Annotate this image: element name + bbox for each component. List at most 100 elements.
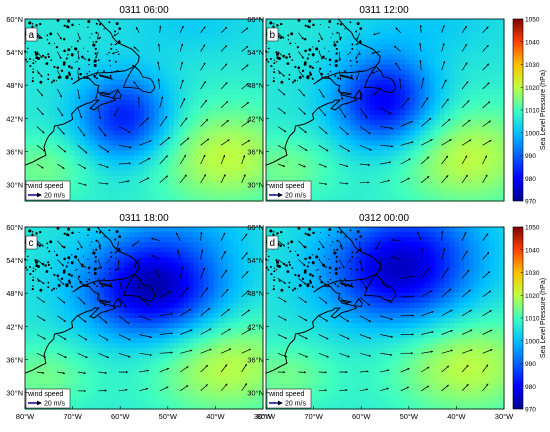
pressure-cell — [414, 94, 421, 101]
pressure-cell — [300, 24, 307, 30]
pressure-cell — [34, 94, 41, 101]
pressure-cell — [459, 155, 465, 162]
pressure-cell — [163, 165, 170, 172]
wind-arrow — [36, 145, 46, 152]
pressure-cell — [484, 145, 490, 152]
pressure-cell — [434, 110, 441, 116]
pressure-cell — [414, 104, 421, 111]
pressure-cell — [148, 242, 155, 248]
pressure-cell — [99, 115, 105, 121]
pressure-cell — [139, 69, 145, 76]
pressure-cell — [124, 135, 130, 141]
pressure-cell — [345, 145, 351, 152]
lake-mark — [338, 59, 341, 61]
pressure-cell — [439, 79, 446, 86]
pressure-cell — [223, 64, 229, 71]
pressure-cell — [148, 24, 155, 30]
pressure-cell — [124, 69, 130, 76]
pressure-cell — [330, 125, 337, 131]
pressure-cell — [158, 328, 165, 334]
pressure-cell — [144, 195, 150, 202]
pressure-cell — [119, 393, 125, 400]
pressure-cell — [29, 175, 36, 182]
pressure-cell — [439, 69, 446, 76]
y-tick-label: 48°N — [6, 81, 23, 90]
pressure-cell — [444, 175, 451, 182]
pressure-cell — [315, 94, 322, 101]
pressure-cell — [183, 165, 190, 172]
pressure-cell — [44, 267, 51, 274]
pressure-cell — [163, 39, 170, 45]
pressure-cell — [228, 165, 234, 172]
pressure-cell — [325, 185, 332, 192]
pressure-cell — [360, 54, 366, 61]
pressure-cell — [89, 170, 96, 177]
pressure-cell — [429, 99, 436, 106]
pressure-cell — [109, 175, 115, 182]
pressure-cell — [158, 79, 165, 86]
pressure-cell — [429, 160, 436, 167]
lake-mark — [87, 58, 91, 62]
pressure-cell — [109, 140, 115, 146]
pressure-cell — [114, 227, 120, 233]
lake-mark — [312, 23, 315, 27]
pressure-cell — [74, 44, 81, 50]
pressure-cell — [409, 115, 416, 121]
pressure-cell — [203, 125, 210, 131]
pressure-cell — [238, 170, 244, 177]
pressure-cell — [54, 130, 61, 136]
pressure-cell — [148, 120, 155, 126]
pressure-cell — [218, 180, 224, 187]
pressure-cell — [494, 19, 500, 25]
pressure-cell — [310, 195, 317, 202]
pressure-cell — [439, 110, 446, 116]
pressure-cell — [315, 120, 322, 126]
pressure-cell — [94, 145, 100, 152]
pressure-cell — [64, 262, 71, 269]
pressure-cell — [84, 267, 91, 274]
pressure-cell — [124, 277, 130, 284]
pressure-cell — [59, 333, 66, 339]
pressure-cell — [238, 135, 244, 141]
pressure-cell — [208, 34, 215, 40]
pressure-cell — [248, 115, 254, 121]
pressure-cell — [39, 175, 46, 182]
pressure-cell — [399, 165, 406, 172]
pressure-cell — [270, 115, 277, 121]
pressure-cell — [233, 104, 239, 111]
pressure-cell — [320, 39, 327, 45]
pressure-cell — [208, 125, 215, 131]
pressure-cell — [414, 19, 421, 25]
wind-arrow — [419, 24, 422, 33]
pressure-cell — [79, 368, 86, 375]
pressure-cell — [320, 120, 327, 126]
pressure-cell — [404, 150, 411, 157]
pressure-cell — [385, 99, 391, 106]
pressure-cell — [295, 29, 302, 35]
pressure-cell — [119, 272, 125, 279]
pressure-cell — [139, 393, 145, 400]
lake-mark — [355, 60, 358, 63]
pressure-cell — [459, 49, 465, 55]
pressure-cell — [158, 272, 165, 279]
pressure-cell — [275, 39, 282, 45]
pressure-cell — [203, 120, 210, 126]
lake-mark — [55, 80, 58, 82]
wind-arrow — [441, 155, 449, 165]
pressure-cell — [489, 94, 495, 101]
pressure-cell — [494, 175, 500, 182]
pressure-cell — [84, 353, 91, 360]
pressure-cell — [253, 195, 259, 202]
pressure-cell — [253, 94, 259, 101]
pressure-cell — [394, 99, 401, 106]
pressure-cell — [305, 29, 312, 35]
lake-mark — [293, 79, 297, 82]
pressure-cell — [439, 190, 446, 197]
pressure-cell — [444, 185, 451, 192]
pressure-cell — [25, 24, 31, 30]
pressure-cell — [134, 19, 140, 25]
pressure-cell — [134, 195, 140, 202]
lake-mark — [65, 76, 69, 80]
pressure-cell — [429, 94, 436, 101]
pressure-cell — [64, 155, 71, 162]
